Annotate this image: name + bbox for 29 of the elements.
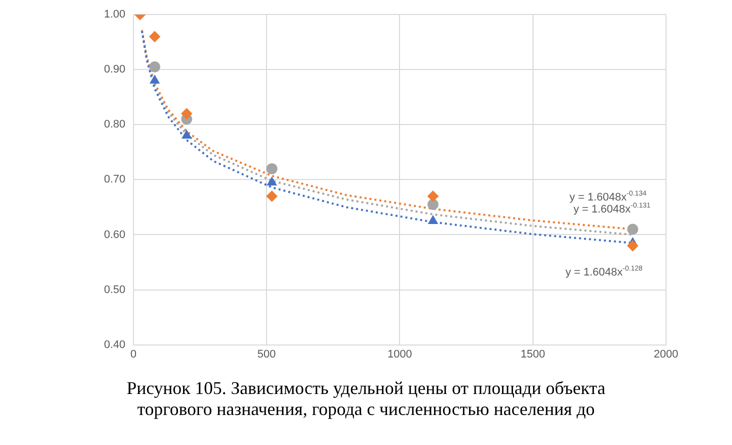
x-tick-label: 0 — [130, 348, 136, 360]
y-tick-label: 0.80 — [104, 118, 126, 131]
point — [427, 190, 438, 202]
point — [266, 163, 278, 174]
x-tick-label: 1000 — [387, 348, 412, 360]
point — [266, 190, 278, 202]
y-tick-label: 0.50 — [104, 284, 126, 296]
text: Рисунок 105. Зависимость удельной цены от площади объекта торгового назначения, города с численностью населения до — [126, 378, 606, 420]
point — [267, 176, 277, 186]
point — [427, 198, 438, 210]
point — [627, 240, 638, 252]
point — [182, 130, 192, 139]
x-tick-label: 500 — [257, 348, 276, 360]
annotation: y = 1.6048x$^{-0.134}$ — [569, 190, 647, 204]
point — [149, 61, 160, 72]
point — [428, 215, 438, 224]
point — [149, 31, 160, 42]
y-tick-label: 0.70 — [104, 174, 126, 186]
y-tick-label: 1.00 — [104, 8, 126, 21]
y-tick-label: 0.60 — [104, 228, 126, 241]
point — [627, 224, 638, 235]
y-tick-label: 0.90 — [104, 64, 126, 76]
annotation: y = 1.6048x$^{-0.131}$ — [573, 202, 651, 216]
x-tick-label: 1500 — [520, 348, 546, 360]
y-tick-label: 0.40 — [104, 338, 126, 351]
point — [150, 75, 160, 84]
point — [181, 108, 192, 120]
annotation: y = 1.6048x$^{-0.128}$ — [565, 266, 643, 278]
x-tick-label: 2000 — [654, 348, 678, 360]
